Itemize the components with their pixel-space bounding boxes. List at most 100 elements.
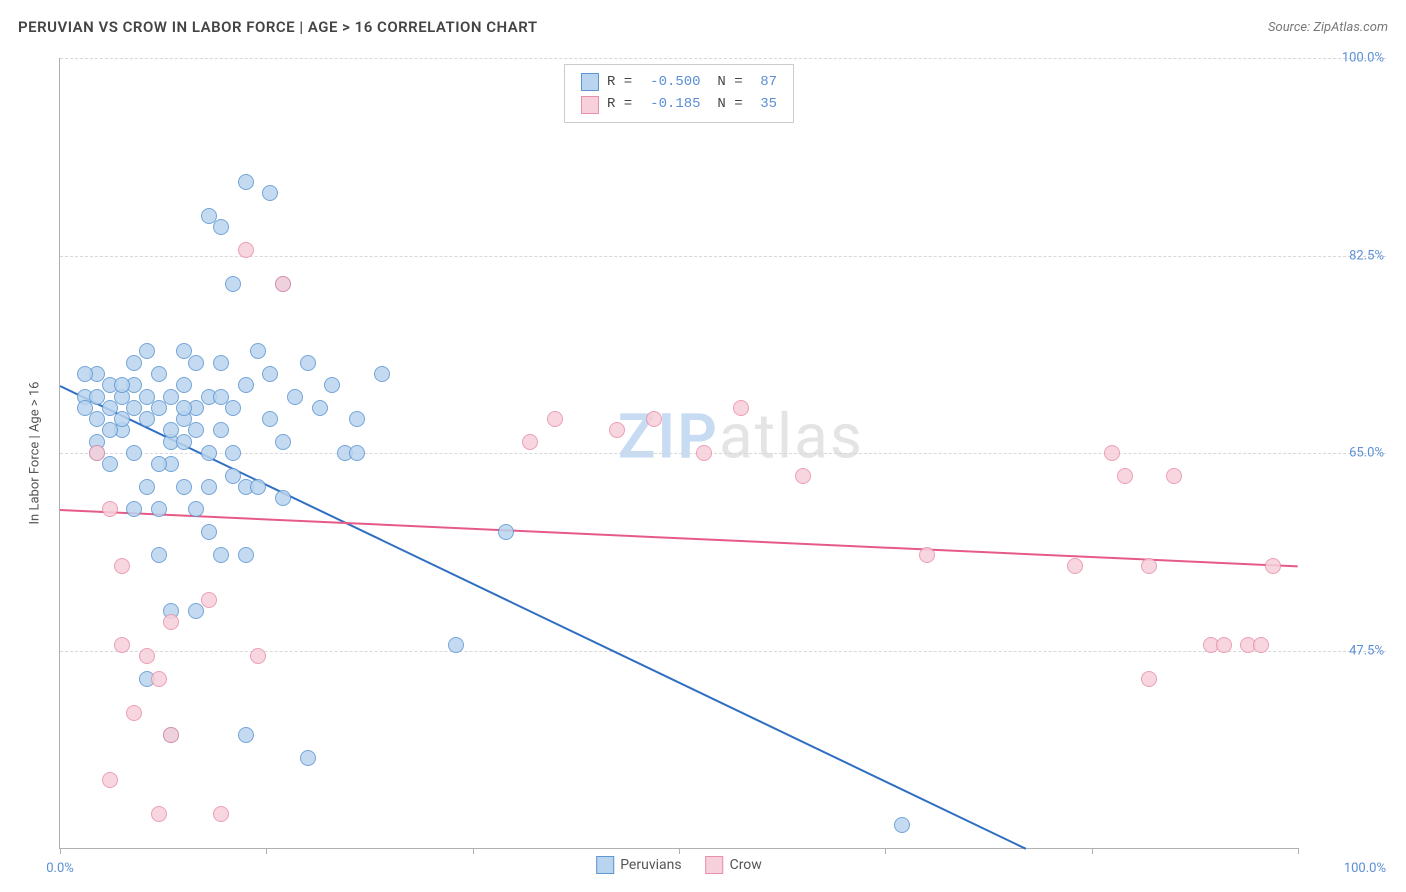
stats-row-crow: R = -0.185 N = 35 (581, 93, 777, 115)
data-point (250, 648, 266, 664)
legend-item-peruvians: Peruvians (596, 856, 681, 874)
data-point (225, 468, 241, 484)
data-point (163, 614, 179, 630)
data-point (547, 411, 563, 427)
data-point (102, 501, 118, 517)
x-tick (1092, 848, 1093, 854)
data-point (126, 705, 142, 721)
data-point (201, 592, 217, 608)
x-tick (679, 848, 680, 854)
data-point (89, 445, 105, 461)
x-tick (1298, 848, 1299, 854)
legend-swatch-crow (706, 856, 724, 874)
y-tick-label: 65.0% (1349, 446, 1384, 461)
stats-row-peruvians: R = -0.500 N = 87 (581, 71, 777, 93)
data-point (287, 389, 303, 405)
data-point (213, 219, 229, 235)
data-point (238, 727, 254, 743)
data-point (114, 558, 130, 574)
data-point (102, 422, 118, 438)
data-point (1117, 468, 1133, 484)
data-point (894, 817, 910, 833)
data-point (609, 422, 625, 438)
data-point (225, 445, 241, 461)
data-point (176, 479, 192, 495)
data-point (349, 411, 365, 427)
data-point (77, 366, 93, 382)
data-point (238, 547, 254, 563)
data-point (151, 400, 167, 416)
data-point (238, 377, 254, 393)
data-point (300, 355, 316, 371)
data-point (250, 343, 266, 359)
data-point (374, 366, 390, 382)
data-point (238, 242, 254, 258)
y-tick-label: 82.5% (1349, 248, 1384, 263)
data-point (225, 400, 241, 416)
data-point (262, 411, 278, 427)
data-point (126, 445, 142, 461)
data-point (262, 185, 278, 201)
x-tick (885, 848, 886, 854)
data-point (151, 456, 167, 472)
data-point (1253, 637, 1269, 653)
data-point (262, 366, 278, 382)
stats-legend: R = -0.500 N = 87 R = -0.185 N = 35 (564, 64, 794, 123)
gridline (60, 58, 1386, 59)
data-point (151, 671, 167, 687)
data-point (349, 445, 365, 461)
data-point (176, 400, 192, 416)
data-point (1141, 671, 1157, 687)
data-point (213, 547, 229, 563)
data-point (176, 434, 192, 450)
data-point (275, 434, 291, 450)
data-point (139, 411, 155, 427)
data-point (139, 343, 155, 359)
chart-source: Source: ZipAtlas.com (1268, 20, 1388, 35)
data-point (126, 400, 142, 416)
data-point (1265, 558, 1281, 574)
data-point (163, 727, 179, 743)
data-point (1141, 558, 1157, 574)
data-point (238, 174, 254, 190)
chart-header: PERUVIAN VS CROW IN LABOR FORCE | AGE > … (18, 18, 1388, 36)
gridline (60, 453, 1386, 454)
legend-item-crow: Crow (706, 856, 762, 874)
data-point (225, 276, 241, 292)
data-point (151, 366, 167, 382)
data-point (176, 343, 192, 359)
data-point (102, 456, 118, 472)
x-tick (473, 848, 474, 854)
data-point (139, 648, 155, 664)
x-tick (60, 848, 61, 854)
data-point (201, 479, 217, 495)
data-point (114, 411, 130, 427)
gridline (60, 256, 1386, 257)
y-axis-label: In Labor Force | Age > 16 (28, 382, 43, 525)
data-point (213, 422, 229, 438)
x-tick-label-right: 100.0% (1344, 861, 1386, 876)
data-point (188, 603, 204, 619)
data-point (275, 276, 291, 292)
data-point (646, 411, 662, 427)
data-point (213, 355, 229, 371)
data-point (89, 389, 105, 405)
data-point (213, 806, 229, 822)
swatch-crow (581, 96, 599, 114)
data-point (201, 524, 217, 540)
data-point (151, 547, 167, 563)
data-point (151, 501, 167, 517)
data-point (77, 400, 93, 416)
data-point (696, 445, 712, 461)
data-point (1166, 468, 1182, 484)
chart-title: PERUVIAN VS CROW IN LABOR FORCE | AGE > … (18, 18, 538, 36)
data-point (139, 479, 155, 495)
data-point (275, 490, 291, 506)
swatch-peruvians (581, 73, 599, 91)
data-point (300, 750, 316, 766)
data-point (250, 479, 266, 495)
data-point (448, 637, 464, 653)
data-point (151, 806, 167, 822)
data-point (213, 389, 229, 405)
data-point (188, 422, 204, 438)
